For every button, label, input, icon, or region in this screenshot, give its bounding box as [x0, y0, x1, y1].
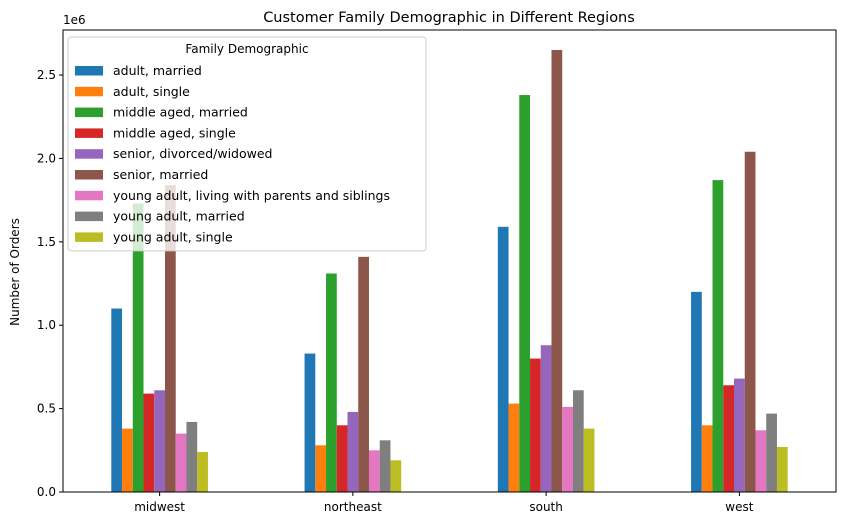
bars-group	[111, 50, 788, 493]
legend-swatch	[75, 170, 103, 180]
legend-swatch	[75, 107, 103, 118]
bar	[723, 385, 735, 492]
y-tick-label: 1.0	[37, 318, 56, 332]
bar	[691, 291, 702, 492]
legend-entry: young adult, married	[113, 209, 245, 224]
legend-swatch	[75, 149, 103, 159]
bar	[315, 445, 327, 492]
legend-entry: middle aged, married	[113, 105, 248, 120]
bar	[701, 425, 713, 492]
bar	[583, 428, 595, 492]
legend-swatch	[75, 66, 103, 76]
y-axis-label: Number of Orders	[8, 218, 22, 326]
bar	[336, 425, 348, 492]
plot-frame	[62, 29, 837, 493]
bar	[508, 403, 520, 492]
bar	[572, 390, 584, 492]
bar	[175, 433, 187, 492]
y-axis: 0.0 0.5 1.0 1.5 2.0 2.5	[37, 68, 63, 499]
y-tick-label: 0.5	[37, 402, 56, 416]
bar	[368, 450, 380, 492]
y-tick-label: 0.0	[37, 485, 56, 499]
legend-entry: senior, divorced/widowed	[113, 146, 273, 161]
legend-entry: adult, married	[113, 63, 202, 78]
legend-swatch	[75, 128, 103, 138]
legend-box	[67, 36, 427, 252]
chart-title: Customer Family Demographic in Different…	[263, 10, 635, 26]
bar	[122, 428, 133, 492]
bar	[197, 451, 208, 492]
bar	[379, 440, 391, 492]
legend-swatch	[75, 232, 103, 242]
bar	[132, 203, 144, 492]
x-tick-label: south	[529, 500, 563, 514]
bar	[358, 256, 369, 492]
bar	[186, 421, 198, 492]
bar	[143, 393, 155, 492]
bar	[776, 446, 788, 492]
bar	[519, 95, 531, 493]
legend-entry: adult, single	[113, 84, 190, 99]
bar	[551, 50, 563, 492]
bar	[744, 151, 756, 492]
legend: Family Demographic adult, married adult, s…	[67, 36, 427, 252]
bar	[540, 345, 552, 492]
bar	[712, 180, 724, 493]
x-tick-label: northeast	[324, 500, 382, 514]
legend-swatch	[75, 190, 103, 201]
bar	[164, 185, 176, 493]
bar	[766, 413, 777, 492]
legend-entry: young adult, living with parents and sib…	[113, 188, 390, 203]
bar	[326, 273, 337, 492]
y-axis-offset-label: 1e6	[63, 13, 86, 27]
bar	[755, 430, 767, 492]
y-tick-label: 2.5	[37, 68, 56, 82]
x-tick-label: west	[725, 500, 753, 514]
bar	[390, 460, 402, 492]
bar	[154, 390, 165, 492]
bar	[111, 308, 123, 492]
x-tick-label: midwest	[134, 500, 185, 514]
bar	[530, 358, 541, 492]
legend-entry: young adult, single	[113, 229, 233, 244]
legend-entry: middle aged, single	[113, 125, 236, 140]
bar	[497, 226, 509, 492]
bar	[304, 353, 316, 492]
y-tick-label: 1.5	[37, 235, 56, 249]
bar	[734, 378, 745, 492]
bar	[347, 411, 359, 492]
legend-entry: senior, married	[113, 167, 208, 182]
legend-swatch	[75, 211, 103, 222]
x-axis: midwest northeast south west	[134, 492, 754, 514]
legend-title: Family Demographic	[185, 42, 308, 56]
bar	[562, 406, 573, 492]
legend-swatch	[75, 86, 103, 97]
y-tick-label: 2.0	[37, 151, 56, 165]
